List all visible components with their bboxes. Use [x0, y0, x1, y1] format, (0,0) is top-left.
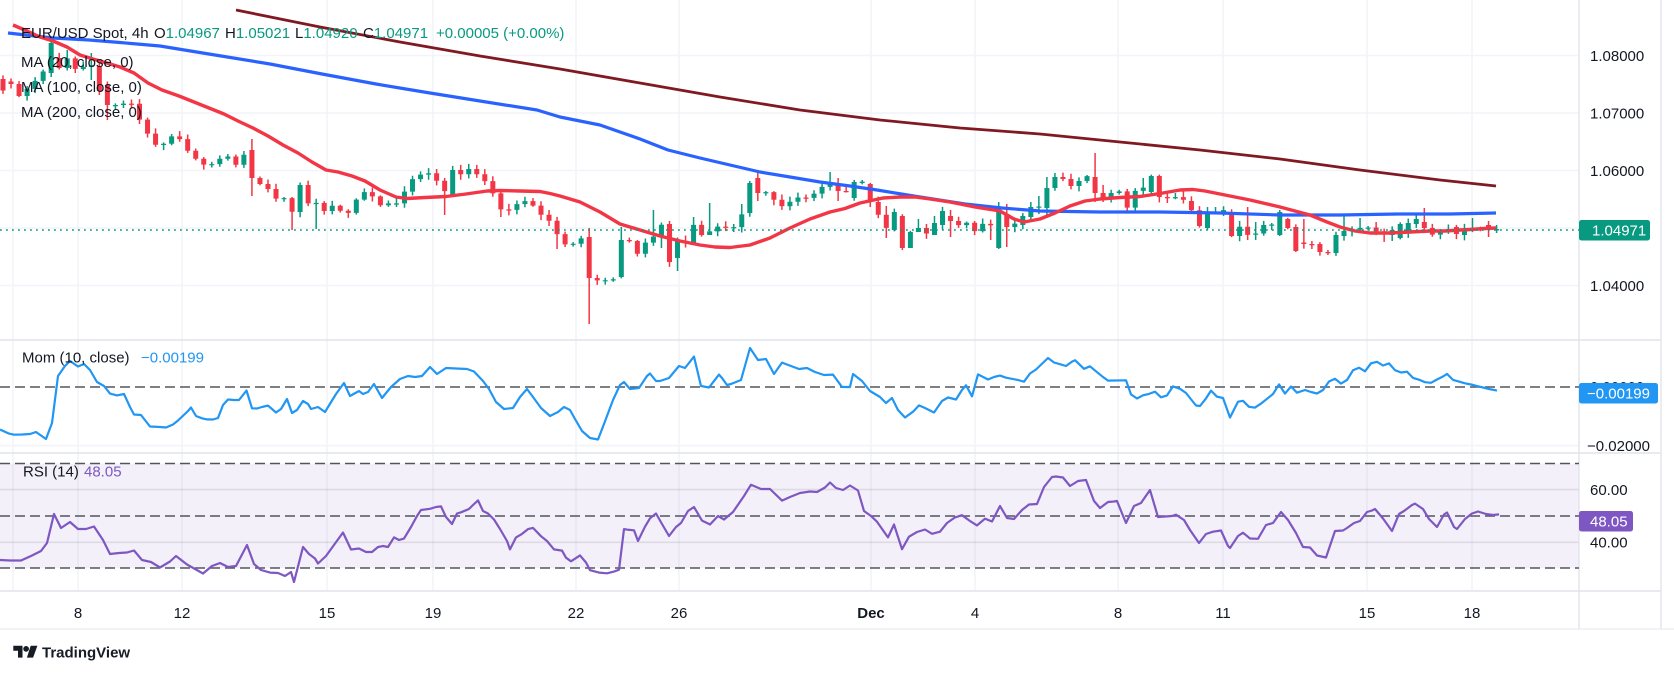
svg-text:1.06000: 1.06000 — [1590, 163, 1644, 180]
svg-text:−0.00199: −0.00199 — [1587, 386, 1650, 403]
svg-text:18: 18 — [1464, 605, 1481, 622]
svg-text:8: 8 — [1114, 605, 1122, 622]
svg-text:8: 8 — [74, 605, 82, 622]
svg-text:1.08000: 1.08000 — [1590, 48, 1644, 65]
svg-text:1.04000: 1.04000 — [1590, 278, 1644, 295]
svg-text:15: 15 — [1359, 605, 1376, 622]
svg-text:1.07000: 1.07000 — [1590, 105, 1644, 122]
svg-text:1.04971: 1.04971 — [1592, 223, 1646, 240]
svg-text:60.00: 60.00 — [1590, 482, 1628, 499]
svg-text:11: 11 — [1215, 605, 1231, 622]
svg-text:TradingView: TradingView — [42, 645, 130, 662]
svg-text:40.00: 40.00 — [1590, 535, 1628, 552]
svg-text:MA (100, close, 0): MA (100, close, 0) — [21, 79, 142, 96]
svg-text:12: 12 — [174, 605, 191, 622]
svg-text:MA (200, close, 0): MA (200, close, 0) — [21, 104, 142, 121]
svg-text:19: 19 — [425, 605, 442, 622]
svg-text:22: 22 — [568, 605, 585, 622]
svg-text:48.05: 48.05 — [1590, 514, 1628, 531]
svg-text:4: 4 — [971, 605, 979, 622]
svg-text:Dec: Dec — [857, 605, 885, 622]
svg-text:MA (20, close, 0): MA (20, close, 0) — [21, 54, 134, 71]
svg-text:26: 26 — [671, 605, 688, 622]
svg-text:RSI (14) 48.05: RSI (14) 48.05 — [23, 464, 122, 481]
svg-text:15: 15 — [319, 605, 336, 622]
svg-text:−0.02000: −0.02000 — [1587, 438, 1650, 455]
svg-text:Mom (10, close) −0.00199: Mom (10, close) −0.00199 — [22, 350, 204, 367]
